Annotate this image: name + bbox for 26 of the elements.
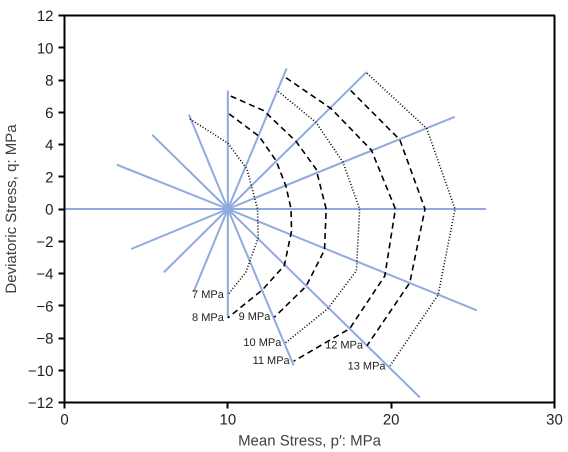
y-axis-title: Deviatoric Stress, q: MPa [3,124,20,294]
annotation: 8 MPa [192,312,225,324]
x-tick-label: 30 [546,412,563,428]
annotation: 7 MPa [192,288,225,301]
y-tick-label: −10 [28,362,54,380]
y-tick-label: 2 [45,169,54,186]
y-tick-label: −6 [36,298,54,316]
annotation: 12 MPa [325,340,364,352]
y-tick-label: −12 [28,395,54,412]
x-tick-label: 10 [219,412,236,428]
y-tick-label: 4 [45,137,54,154]
y-tick-label: 10 [36,40,54,58]
y-tick-label: 0 [45,202,54,218]
x-tick-label: 20 [382,412,400,428]
y-tick-label: −4 [36,266,54,283]
y-tick-label: −8 [36,330,54,348]
annotation: 9 MPa [238,311,272,324]
y-tick-label: −2 [36,234,54,251]
y-tick-label: 8 [45,72,54,90]
x-tick-label: 0 [60,412,69,428]
annotation: 13 MPa [348,360,386,373]
y-tick-label: 12 [36,8,54,25]
x-axis-title: Mean Stress, p′: MPa [238,432,382,450]
annotation: 11 MPa [252,355,291,368]
annotation: 10 MPa [243,337,282,349]
y-tick-label: 6 [45,104,54,122]
